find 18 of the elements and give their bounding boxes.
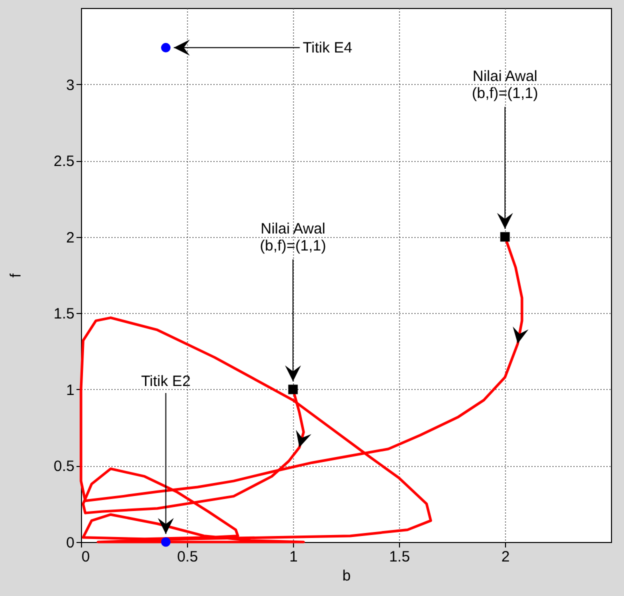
x-tick-label: 0.5	[177, 548, 198, 566]
annotation: Titik E2	[141, 373, 191, 390]
annotation: Nilai Awal (b,f)=(1,1)	[260, 220, 326, 254]
y-tick-label: 1.5	[54, 306, 74, 323]
annotation: Titik E4	[302, 40, 352, 57]
x-tick-label: 0	[82, 548, 90, 566]
x-axis-title: b	[342, 568, 351, 584]
y-tick-label: 0.5	[54, 458, 74, 476]
x-tick-label: 1.5	[389, 548, 410, 566]
x-tick-label: 1	[289, 548, 298, 566]
annotation: Nilai Awal (b,f)=(1,1)	[472, 68, 538, 102]
y-tick-label: 3	[66, 76, 74, 94]
y-tick-label: 1	[66, 382, 74, 399]
y-tick-label: 2	[66, 229, 74, 246]
y-axis-title: f	[8, 272, 25, 278]
y-tick-label: 0	[66, 534, 74, 552]
x-tick-label: 2	[501, 548, 510, 566]
y-tick-label: 2.5	[54, 153, 74, 170]
